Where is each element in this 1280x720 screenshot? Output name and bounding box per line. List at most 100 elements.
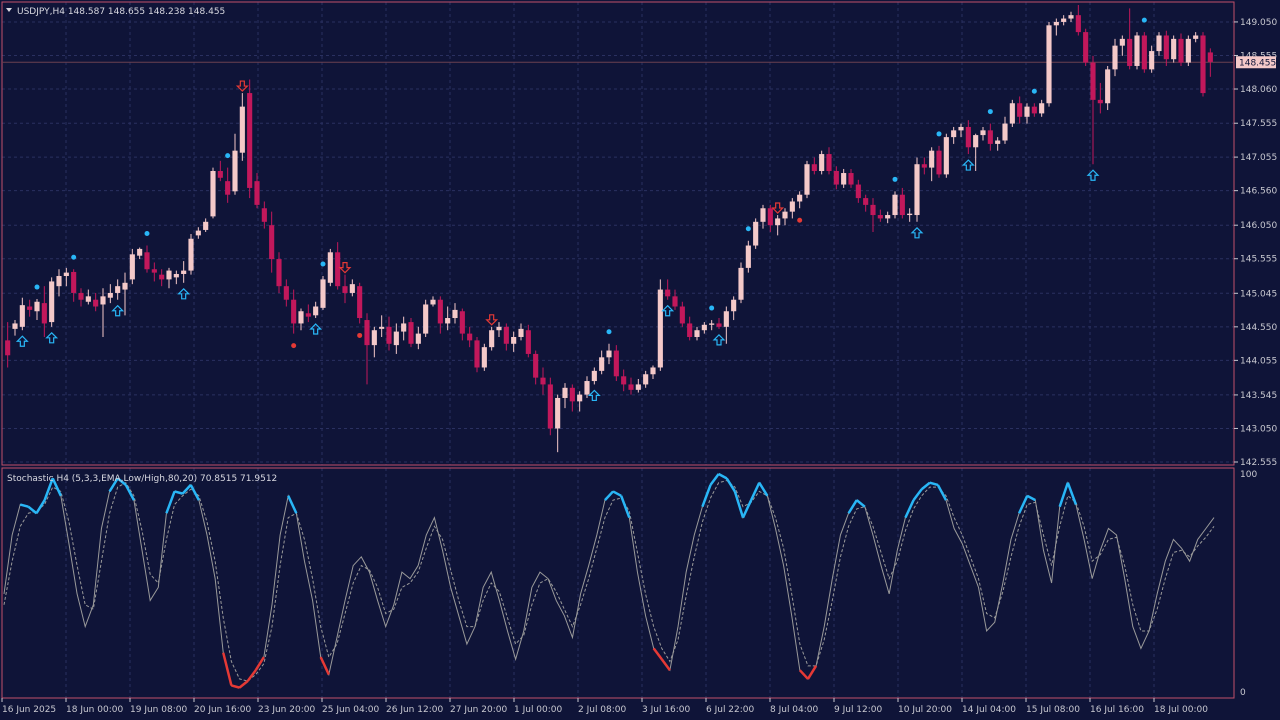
candle-body bbox=[357, 286, 363, 319]
up-arrow-icon bbox=[712, 334, 726, 346]
stoch-overbought-segment bbox=[19, 503, 29, 508]
stoch-overbought-segment bbox=[758, 482, 769, 497]
candle-body bbox=[643, 374, 649, 385]
candle-body bbox=[415, 333, 421, 344]
price-tick-label: 144.550 bbox=[1240, 323, 1277, 333]
candle-body bbox=[943, 137, 949, 175]
candle-body bbox=[914, 164, 920, 216]
candle-body bbox=[1171, 38, 1177, 60]
price-tick-label: 148.060 bbox=[1240, 85, 1277, 95]
candle-body bbox=[870, 204, 876, 216]
candle-body bbox=[5, 340, 11, 356]
candle-body bbox=[1061, 18, 1067, 22]
up-arrow-icon bbox=[45, 331, 59, 344]
candle-body bbox=[19, 305, 25, 327]
time-tick-label: 6 Jul 22:00 bbox=[706, 705, 755, 715]
time-tick-label: 26 Jun 12:00 bbox=[386, 705, 443, 715]
candle-body bbox=[1046, 25, 1052, 104]
candle-body bbox=[797, 194, 803, 202]
candle-body bbox=[789, 201, 795, 212]
time-tick-label: 16 Jul 16:00 bbox=[1090, 705, 1144, 715]
candle-body bbox=[401, 323, 407, 332]
candle-body bbox=[1009, 103, 1015, 124]
time-tick-label: 3 Jul 16:00 bbox=[642, 705, 691, 715]
up-arrow-icon bbox=[587, 389, 601, 402]
time-tick-label: 19 Jun 08:00 bbox=[130, 705, 187, 715]
time-tick-label: 16 Jun 2025 bbox=[2, 705, 56, 715]
candle-body bbox=[386, 326, 392, 344]
candle-body bbox=[885, 215, 891, 219]
stoch-oversold-segment bbox=[798, 669, 809, 680]
candle-body bbox=[430, 299, 436, 305]
stoch-overbought-segment bbox=[189, 484, 201, 501]
candle-body bbox=[723, 311, 729, 327]
stoch-overbought-segment bbox=[1058, 482, 1070, 508]
stoch-overbought-segment bbox=[1017, 495, 1029, 514]
candle-body bbox=[1185, 38, 1191, 63]
candle-body bbox=[1039, 103, 1045, 114]
candle-body bbox=[276, 259, 282, 287]
signal-dot bbox=[936, 131, 942, 137]
price-tick-label: 143.545 bbox=[1240, 391, 1277, 401]
stoch-oversold-segment bbox=[254, 656, 265, 671]
candle-body bbox=[49, 281, 55, 323]
candle-body bbox=[1112, 45, 1118, 70]
candle-body bbox=[225, 181, 231, 195]
candle-body bbox=[621, 376, 627, 385]
candle-body bbox=[899, 194, 905, 216]
stoch-overbought-segment bbox=[116, 477, 127, 486]
candle-body bbox=[188, 238, 194, 271]
candle-body bbox=[782, 211, 788, 219]
signal-dot bbox=[1031, 88, 1037, 94]
signal-dot bbox=[291, 343, 297, 349]
candle-body bbox=[327, 252, 333, 283]
price-tick-label: 144.055 bbox=[1240, 356, 1277, 366]
header-triangle-icon[interactable] bbox=[6, 8, 12, 12]
current-price-tag-label: 148.455 bbox=[1239, 58, 1276, 68]
candle-body bbox=[907, 213, 913, 216]
stoch-overbought-segment bbox=[741, 499, 753, 519]
candle-body bbox=[745, 245, 751, 268]
price-tick-label: 143.050 bbox=[1240, 424, 1277, 434]
candle-body bbox=[181, 270, 187, 274]
up-arrow-icon bbox=[661, 304, 675, 317]
candle-body bbox=[584, 381, 590, 395]
signal-dot bbox=[709, 305, 715, 311]
signal-dot bbox=[71, 254, 77, 260]
candle-body bbox=[203, 221, 209, 230]
candle-body bbox=[78, 292, 84, 300]
stoch-overbought-segment bbox=[181, 484, 192, 495]
candle-body bbox=[958, 126, 964, 131]
up-arrow-icon bbox=[1086, 169, 1100, 181]
candle-body bbox=[166, 270, 172, 280]
stoch-overbought-segment bbox=[604, 490, 614, 502]
chart-header: USDJPY,H4 148.587 148.655 148.238 148.45… bbox=[17, 7, 225, 17]
candle-body bbox=[261, 208, 267, 222]
candle-body bbox=[291, 299, 297, 324]
candle-body bbox=[1200, 35, 1206, 94]
candle-body bbox=[833, 170, 839, 185]
candle-body bbox=[525, 330, 531, 354]
candle-body bbox=[93, 299, 99, 307]
stoch-overbought-segment bbox=[709, 473, 720, 486]
candle-body bbox=[951, 130, 957, 138]
candle-body bbox=[965, 126, 971, 148]
candle-body bbox=[408, 322, 414, 344]
stoch-overbought-segment bbox=[35, 499, 46, 514]
signal-dot bbox=[144, 231, 150, 237]
candle-body bbox=[107, 292, 113, 298]
candle-body bbox=[1149, 51, 1155, 70]
stoch-overbought-segment bbox=[612, 490, 622, 497]
candle-body bbox=[599, 357, 605, 371]
candle-body bbox=[1068, 15, 1074, 19]
candle-body bbox=[1090, 62, 1096, 100]
candle-body bbox=[657, 289, 663, 368]
time-axis: 16 Jun 2025 18 Jun 00:00 19 Jun 08:00 20 Ju… bbox=[1, 698, 1208, 715]
stoch-overbought-segment bbox=[287, 495, 298, 514]
candle-body bbox=[606, 350, 612, 358]
candle-body bbox=[210, 170, 216, 217]
main-frame bbox=[1, 1, 1235, 466]
candle-body bbox=[650, 367, 656, 375]
stoch-overbought-segment bbox=[912, 488, 923, 501]
